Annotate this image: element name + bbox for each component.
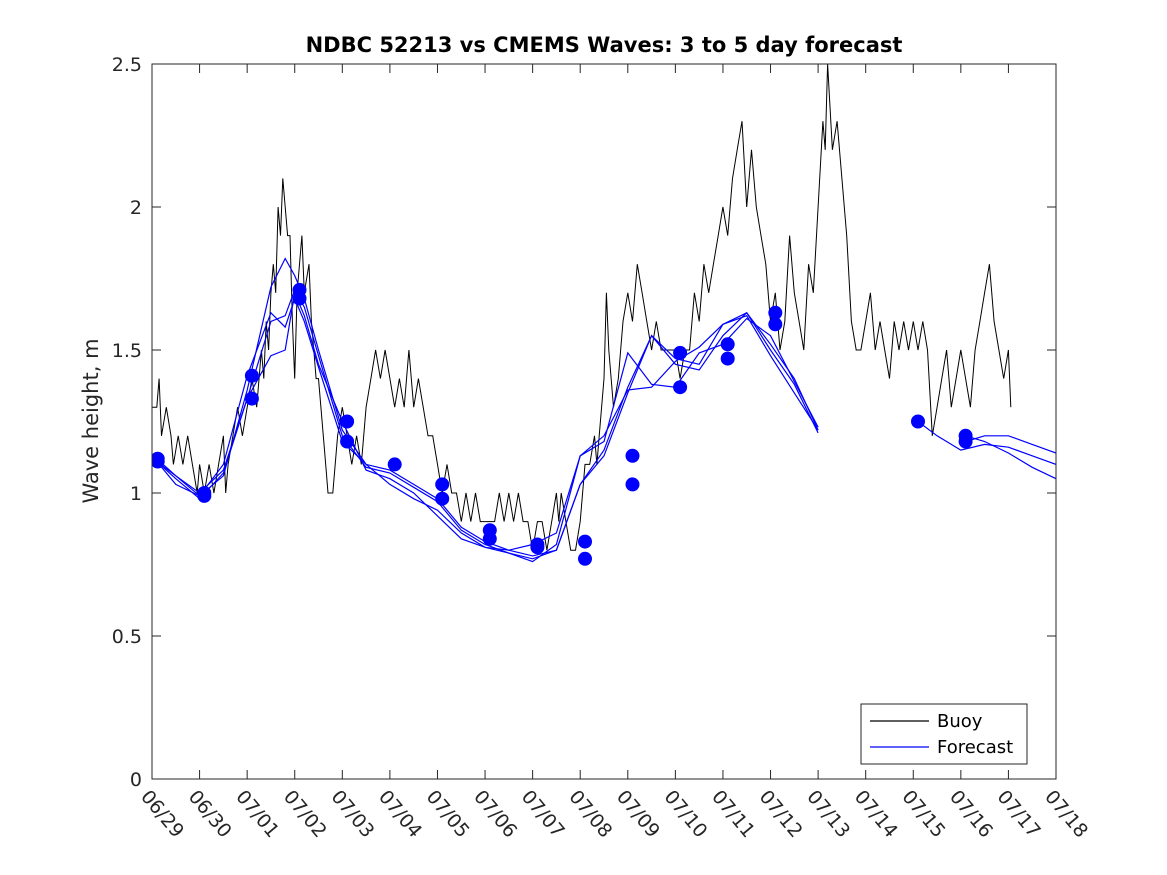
- forecast-marker: [673, 380, 688, 395]
- forecast-marker: [768, 317, 783, 332]
- legend-box: [860, 703, 1028, 765]
- forecast-line-1: [156, 257, 819, 557]
- legend-label-buoy: Buoy: [937, 711, 983, 732]
- y-tick-label: 0.5: [112, 626, 142, 648]
- chart-title: NDBC 52213 vs CMEMS Waves: 3 to 5 day fo…: [306, 33, 903, 57]
- y-tick-label: 1: [130, 483, 142, 505]
- forecast-line-6: [965, 435, 1056, 480]
- forecast-marker: [152, 454, 165, 469]
- forecast-line-7: [965, 435, 1056, 454]
- legend: Buoy Forecast: [860, 703, 1028, 765]
- y-tick-label: 2.5: [112, 54, 142, 76]
- forecast-marker: [530, 540, 545, 555]
- y-tick-label: 1.5: [112, 340, 142, 362]
- forecast-marker: [720, 337, 735, 352]
- y-tick-label: 0: [130, 769, 142, 791]
- forecast-marker: [340, 434, 355, 449]
- forecast-line-3: [156, 296, 819, 563]
- forecast-marker: [625, 477, 640, 492]
- forecast-marker: [292, 291, 307, 306]
- forecast-marker: [958, 434, 973, 449]
- forecast-marker: [197, 488, 212, 503]
- forecast-marker: [720, 351, 735, 366]
- plot-area: [152, 64, 1056, 566]
- forecast-marker: [387, 457, 402, 472]
- forecast-marker: [482, 531, 497, 546]
- y-tick-label: 2: [130, 197, 142, 219]
- forecast-marker: [911, 414, 925, 429]
- legend-label-forecast: Forecast: [937, 737, 1013, 758]
- forecast-line-4: [156, 290, 819, 551]
- forecast-marker: [673, 345, 688, 360]
- axes-box: [151, 63, 1057, 780]
- forecast-marker: [625, 448, 640, 463]
- buoy-line: [152, 64, 1012, 551]
- forecast-marker: [340, 414, 355, 429]
- forecast-line-5: [917, 421, 1056, 465]
- forecast-marker: [578, 534, 592, 549]
- y-axis-label: Wave height, m: [79, 338, 103, 503]
- forecast-line-2: [156, 288, 819, 560]
- forecast-marker: [244, 368, 259, 383]
- forecast-marker: [244, 391, 259, 406]
- forecast-marker: [435, 477, 450, 492]
- forecast-marker: [578, 551, 592, 566]
- forecast-marker: [435, 491, 450, 506]
